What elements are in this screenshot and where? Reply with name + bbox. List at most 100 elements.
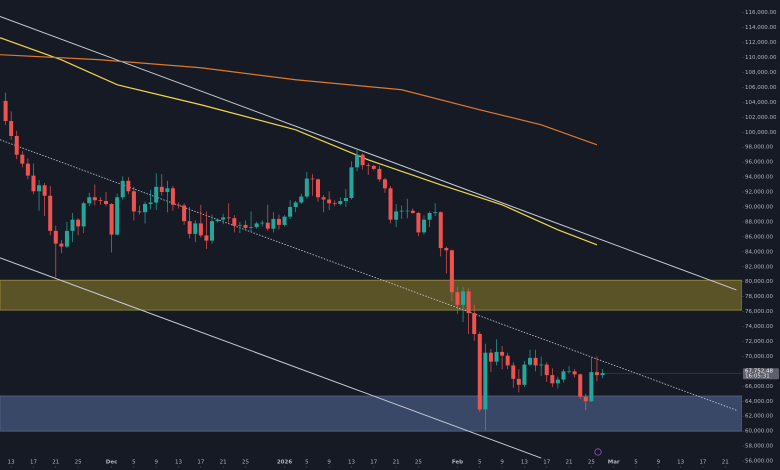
candle-body [254, 223, 259, 228]
candle-body [488, 352, 493, 362]
candle-body [288, 206, 293, 217]
candle-body [20, 154, 25, 164]
candle-body [120, 180, 125, 198]
y-tick-label: 108,000.00 [745, 70, 777, 76]
candle-body [260, 222, 265, 224]
last-price-label: 67,752.48 [745, 369, 773, 375]
y-tick-label: 112,000.00 [745, 40, 777, 46]
y-tick-label: 76,000.00 [745, 309, 773, 315]
y-tick-label: 60,000.00 [745, 429, 773, 435]
candle-body [221, 217, 226, 220]
candle-body [165, 188, 170, 193]
candle-body [382, 179, 387, 189]
trend-line [0, 257, 542, 459]
candle-body [232, 218, 237, 226]
candle-body [578, 374, 583, 397]
x-tick-label: 25 [415, 460, 422, 466]
candle-body [561, 371, 566, 380]
candle-body [265, 222, 270, 229]
x-tick-label: 17 [543, 460, 550, 466]
candle-body [64, 230, 69, 247]
candle-body [193, 223, 198, 234]
candle-body [3, 100, 8, 122]
candle-body [249, 227, 254, 228]
candle-body [483, 352, 488, 410]
candle-body [410, 210, 415, 213]
candle-body [477, 334, 482, 410]
candle-body [103, 201, 109, 204]
price-zone [0, 395, 742, 432]
candle-body [48, 195, 53, 231]
candle-body [405, 210, 410, 212]
candle-body [567, 371, 572, 372]
candle-body [444, 248, 449, 251]
candle-body [461, 291, 466, 305]
candle-body [53, 230, 58, 244]
y-tick-label: 110,000.00 [745, 55, 777, 61]
x-tick-label: 9 [327, 460, 331, 466]
candle-body [572, 371, 577, 375]
y-tick-label: 100,000.00 [745, 130, 777, 136]
candle-body [466, 291, 471, 314]
x-tick-label: 25 [75, 460, 82, 466]
candle-body [159, 186, 164, 193]
candle-body [131, 191, 136, 212]
candle-body [92, 197, 97, 201]
x-tick-label: 17 [30, 460, 37, 466]
candle-body [332, 203, 337, 204]
y-tick-label: 114,000.00 [745, 25, 777, 31]
candle-body [399, 210, 404, 212]
candle-body [276, 218, 281, 225]
candle-body [349, 167, 354, 199]
x-tick-label: 17 [699, 460, 706, 466]
candle-body [204, 235, 209, 241]
candle-body [527, 357, 533, 365]
candle-body [282, 216, 287, 225]
moving-average [0, 54, 598, 146]
x-tick-label: 13 [348, 460, 355, 466]
x-tick-label: 5 [634, 460, 638, 466]
x-tick-label: 21 [220, 460, 227, 466]
candle-body [76, 219, 81, 227]
event-marker[interactable] [594, 448, 602, 456]
candle-body [137, 211, 142, 213]
candle-body [187, 221, 192, 234]
x-tick-label: 17 [197, 460, 204, 466]
x-tick-label: 5 [132, 460, 136, 466]
candle-body [293, 202, 298, 207]
candle-body [126, 180, 131, 192]
candle-body [544, 364, 549, 376]
candle-body [433, 212, 438, 213]
candle-body [555, 379, 560, 384]
candle-body [310, 178, 315, 180]
candle-body [366, 165, 371, 166]
candle-body [299, 196, 304, 203]
candle-body [494, 351, 499, 362]
y-tick-label: 56,000.00 [745, 459, 773, 465]
candle-body [209, 221, 215, 241]
x-tick-label: 5 [305, 460, 309, 466]
candle-body [327, 199, 332, 204]
candle-body [583, 396, 588, 402]
y-tick-label: 104,000.00 [745, 100, 777, 106]
y-tick-label: 86,000.00 [745, 234, 773, 240]
x-tick-label: 13 [677, 460, 684, 466]
y-tick-label: 66,000.00 [745, 384, 773, 390]
moving-average [0, 37, 598, 246]
candle-body [115, 197, 120, 235]
candle-body [215, 219, 220, 222]
candle-body [427, 212, 432, 220]
y-tick-label: 62,000.00 [745, 414, 773, 420]
candle-body [98, 200, 103, 202]
candle-body [321, 197, 326, 200]
candle-body [360, 154, 365, 166]
y-tick-label: 58,000.00 [745, 444, 773, 450]
y-tick-label: 106,000.00 [745, 85, 777, 91]
candle-body [37, 185, 42, 192]
candle-body [421, 219, 427, 233]
axes: 56,000.00 58,000.00 60,000.00 62,000.00 64,0… [8, 10, 779, 468]
y-tick-label: 80,000.00 [745, 279, 773, 285]
y-tick-label: 116,000.00 [745, 10, 777, 16]
candle-body [416, 212, 421, 233]
